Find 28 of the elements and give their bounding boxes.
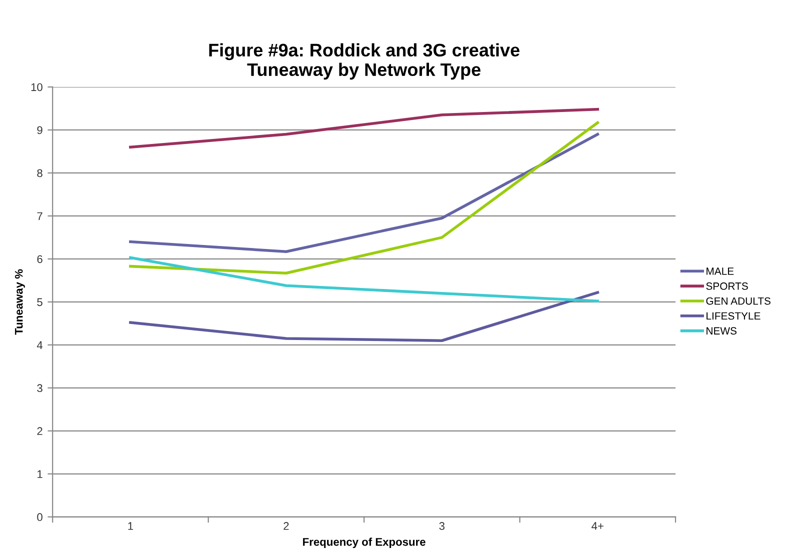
line-series [129, 132, 600, 254]
x-tick-label: 4+ [592, 522, 604, 530]
y-tick-label: 9 [37, 126, 42, 134]
y-tick-label: 0 [37, 513, 42, 522]
x-tick-label: 3 [439, 522, 445, 530]
legend-label: MALE [706, 268, 734, 275]
line-series [129, 256, 600, 302]
y-tick-label: 1 [38, 470, 42, 478]
x-tick-label: 2 [284, 522, 289, 530]
legend-label: SPORTS [706, 282, 748, 290]
y-tick-label: 3 [37, 384, 42, 392]
y-tick-label: 6 [37, 255, 42, 264]
y-tick-label: 8 [37, 169, 42, 178]
y-tick-label: 2 [37, 427, 42, 435]
line-series [129, 291, 600, 342]
x-axis-title: Frequency of Exposure [303, 538, 426, 548]
y-tick-label: 10 [31, 83, 42, 92]
legend-label: GEN ADULTS [706, 297, 770, 305]
line-series [129, 121, 600, 275]
y-tick-label: 5 [37, 298, 42, 306]
x-tick-label: 1 [128, 522, 133, 530]
y-tick-label: 4 [36, 341, 43, 349]
y-axis-title: Tuneaway % [14, 269, 25, 335]
chart-title: Figure #9a: Roddick and 3G creative Tuneaway by Network Type [209, 43, 520, 80]
line-series [129, 108, 600, 149]
legend-label: NEWS [706, 327, 736, 335]
legend-label: LIFESTYLE [706, 312, 760, 320]
y-tick-label: 7 [37, 212, 42, 220]
